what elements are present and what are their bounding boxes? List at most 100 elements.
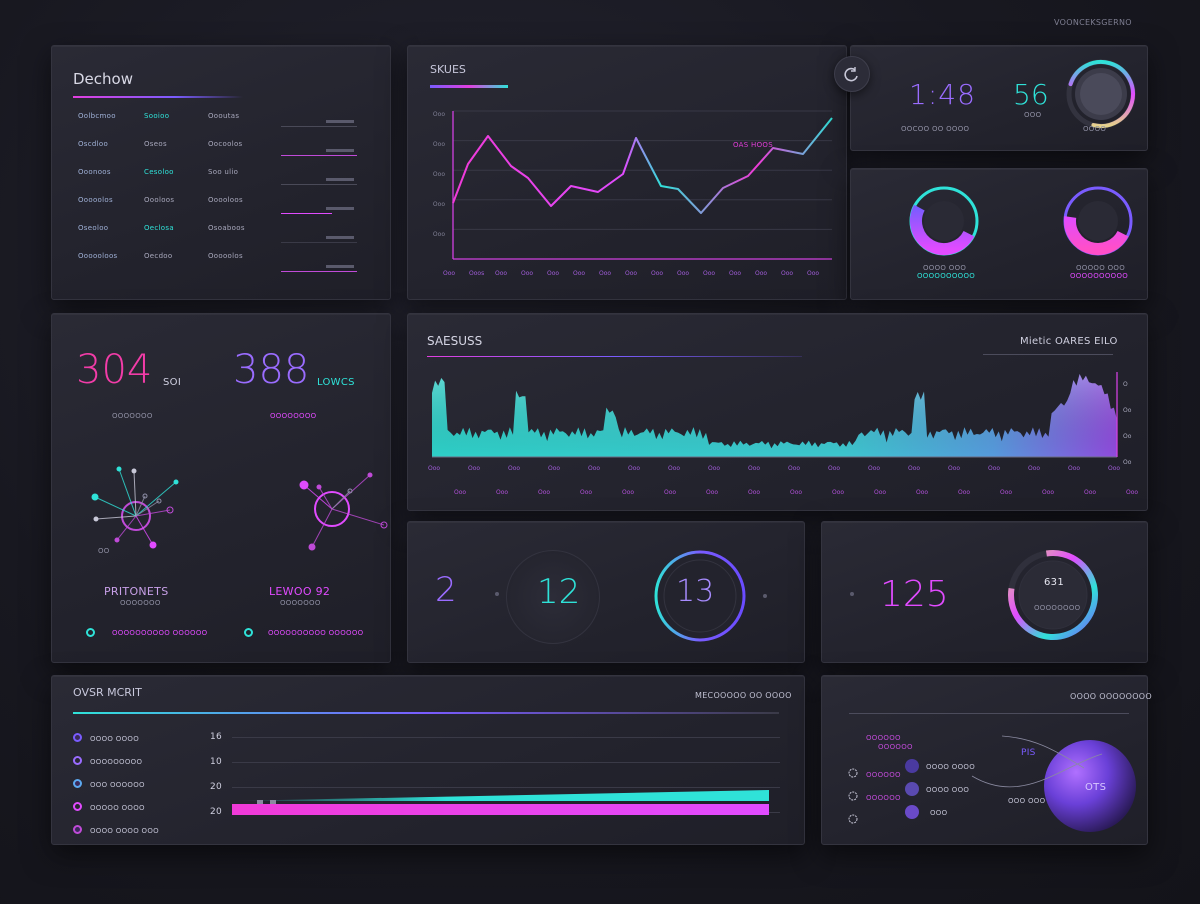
revenue-x-tick: Ooo bbox=[625, 270, 637, 277]
network-edge bbox=[95, 515, 137, 520]
bars-axis-label: 10 bbox=[210, 757, 223, 767]
network-node bbox=[131, 468, 137, 474]
revenue-y-tick: Ooo bbox=[433, 171, 445, 178]
sphere-panel-title: OOOO OOOOOOOO bbox=[1070, 692, 1153, 701]
sales-x-tick: Ooo bbox=[958, 489, 970, 496]
sales-x-tick: Ooo bbox=[832, 489, 844, 496]
stat-b-value: 56 bbox=[1013, 78, 1049, 111]
sphere-ring-icon bbox=[848, 768, 858, 778]
table-cell: Oocoolos bbox=[208, 140, 243, 148]
table-cell: Soo ulio bbox=[208, 168, 239, 176]
network-node bbox=[149, 541, 157, 549]
donut-fill bbox=[1064, 216, 1129, 255]
sales-x-tick: Ooo bbox=[468, 465, 480, 472]
table-cell: Cesoloo bbox=[144, 168, 174, 176]
donut-right-label: OOOOO OOO bbox=[1076, 264, 1126, 272]
metric-a-value: 304 bbox=[76, 347, 153, 393]
donut-panel: OOOO OOO OOOOOOOOOO OOOOO OOO OOOOOOOOOO bbox=[850, 168, 1148, 300]
sales-title-line bbox=[427, 356, 802, 357]
bars-gridline bbox=[232, 762, 780, 763]
sales-x-tick: Ooo bbox=[706, 489, 718, 496]
legend-a-text: OOOOOOOOOO OOOOOO bbox=[112, 629, 208, 637]
sphere-mid-label: OOO bbox=[930, 809, 948, 817]
network-graph-left bbox=[91, 466, 179, 549]
sales-x-tick: Ooo bbox=[874, 489, 886, 496]
legend-label: OOOOO OOOO bbox=[90, 804, 145, 812]
revenue-chart-title: SKUES bbox=[430, 63, 466, 76]
sales-x-tick: Ooo bbox=[1028, 465, 1040, 472]
sales-x-tick: Ooo bbox=[548, 465, 560, 472]
table-bar-tick bbox=[326, 149, 354, 152]
revenue-x-tick: Ooos bbox=[469, 270, 484, 277]
sales-area-sheen bbox=[432, 374, 1117, 457]
bar-pink bbox=[232, 804, 770, 815]
network-edge bbox=[135, 481, 177, 517]
bottom-bars-panel: OVSR MCRIT MECOOOOO OO OOOO OOOO OOOO OOO… bbox=[51, 675, 805, 845]
sales-x-tick: Ooo bbox=[496, 489, 508, 496]
network-edge bbox=[303, 484, 333, 510]
table-cell: Oseos bbox=[144, 140, 167, 148]
refresh-button[interactable] bbox=[834, 56, 870, 92]
sphere-left-label: OOOOOO bbox=[878, 743, 913, 751]
donut-hole bbox=[1078, 201, 1118, 241]
sphere-left-label: OOOOOO bbox=[866, 734, 901, 742]
table-cell: Oscdloo bbox=[78, 140, 109, 148]
revenue-x-tick: Ooo bbox=[729, 270, 741, 277]
table-bar-tick bbox=[326, 178, 354, 181]
bars-gridline bbox=[232, 787, 780, 788]
sphere-panel: OOOO OOOOOOOO OOOOOO OOOOOO OOOOOO OOOOOO OO… bbox=[821, 675, 1152, 845]
table-bar bbox=[281, 213, 332, 214]
sphere-connector bbox=[1001, 735, 1085, 769]
kpi-panel: 2 12 13 bbox=[407, 521, 805, 663]
top-gauge bbox=[1066, 59, 1136, 129]
donut-fill bbox=[910, 204, 975, 255]
sales-x-tick: Ooo bbox=[1126, 489, 1138, 496]
kpi-2-circle bbox=[506, 550, 600, 644]
network-b-sub: OOOOOOO bbox=[280, 599, 321, 607]
stat-a-value: 1:48 bbox=[909, 78, 976, 111]
sales-x-tick: Ooo bbox=[538, 489, 550, 496]
donut-right-sublabel: OOOOOOOOOO bbox=[1070, 272, 1129, 280]
legend-a-dot bbox=[86, 628, 95, 637]
revenue-x-tick: Ooo bbox=[547, 270, 559, 277]
network-edge bbox=[318, 486, 333, 510]
sales-right-line bbox=[983, 354, 1113, 355]
kpi-gauge-arc bbox=[1008, 550, 1098, 640]
sales-x-tick: Ooo bbox=[428, 465, 440, 472]
table-cell: Ooooolos bbox=[208, 252, 243, 260]
network-node bbox=[114, 537, 120, 543]
revenue-x-tick: Ooo bbox=[781, 270, 793, 277]
metric-b-label: OOOOOOOO bbox=[270, 412, 317, 420]
kpi-4-dot bbox=[850, 592, 854, 596]
bottom-bars-underline bbox=[73, 712, 779, 714]
network-hub bbox=[121, 501, 151, 531]
metric-a-label: OOOOOOO bbox=[112, 412, 153, 420]
network-node bbox=[299, 480, 309, 490]
sales-right-title: Mietic OARES EILO bbox=[1020, 336, 1118, 347]
revenue-title-accent bbox=[430, 85, 508, 88]
kpi-gauge-panel: 125 631 OOOOOOOO bbox=[821, 521, 1148, 663]
table-cell: Oeclosa bbox=[144, 224, 174, 232]
bars-axis-label: 16 bbox=[210, 732, 223, 742]
bars-gridline bbox=[232, 737, 780, 738]
table-bar bbox=[281, 271, 357, 272]
revenue-x-tick: Ooo bbox=[755, 270, 767, 277]
table-cell: Oooooloos bbox=[78, 252, 118, 260]
table-cell: Oecdoo bbox=[144, 252, 173, 260]
sales-x-tick: Ooo bbox=[1000, 489, 1012, 496]
sales-title: SAESUSS bbox=[427, 334, 483, 348]
revenue-x-tick: Ooo bbox=[495, 270, 507, 277]
sphere-mid-label: OOOO OOO bbox=[926, 786, 970, 794]
legend-dot bbox=[73, 825, 82, 834]
bars-axis-label: 20 bbox=[210, 782, 223, 792]
kpi-1-dot bbox=[495, 592, 499, 596]
sales-area-chart: O Oo Oo Oo Ooo Ooo Ooo Ooo Ooo Ooo Ooo Ooo Ooo Ooo Ooo… bbox=[428, 372, 1138, 496]
revenue-x-tick: Ooo bbox=[651, 270, 663, 277]
sales-y-tick: Oo bbox=[1123, 407, 1132, 414]
sphere bbox=[1044, 740, 1136, 832]
network-note: OO bbox=[98, 547, 110, 555]
kpi-5-gauge bbox=[1008, 550, 1098, 640]
gauge-arc bbox=[1068, 60, 1135, 128]
sales-x-tick: Ooo bbox=[988, 465, 1000, 472]
legend-dot bbox=[73, 779, 82, 788]
